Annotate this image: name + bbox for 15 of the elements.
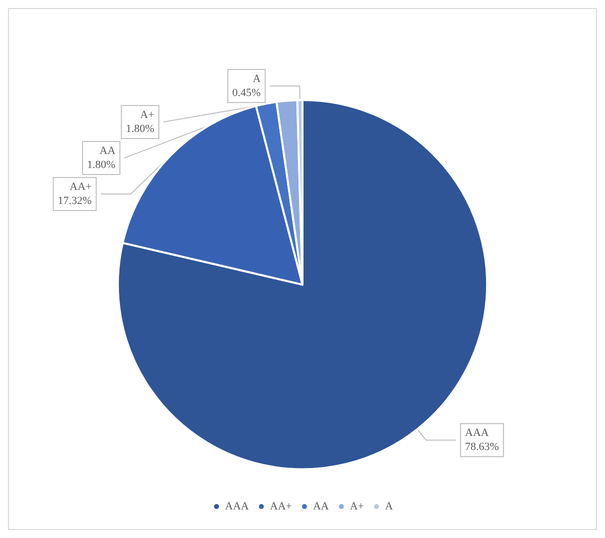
legend-label: A+ xyxy=(350,500,364,512)
data-label: 0.45% xyxy=(232,87,261,100)
slice-label: AA+ xyxy=(70,181,92,194)
data-label: 17.32% xyxy=(58,195,92,208)
data-label: 1.80% xyxy=(86,159,116,172)
legend-label: A xyxy=(385,500,394,512)
slice-label: AAA xyxy=(465,427,489,440)
slice-label: A+ xyxy=(140,109,154,122)
legend-label: AAA xyxy=(225,500,249,512)
slice-label: A xyxy=(252,73,261,86)
legend-label: AA+ xyxy=(270,500,292,512)
data-label: 1.80% xyxy=(126,123,154,136)
legend-label: AA xyxy=(312,500,329,512)
slice-label: AA xyxy=(100,145,116,158)
data-label: 78.63% xyxy=(465,441,499,454)
